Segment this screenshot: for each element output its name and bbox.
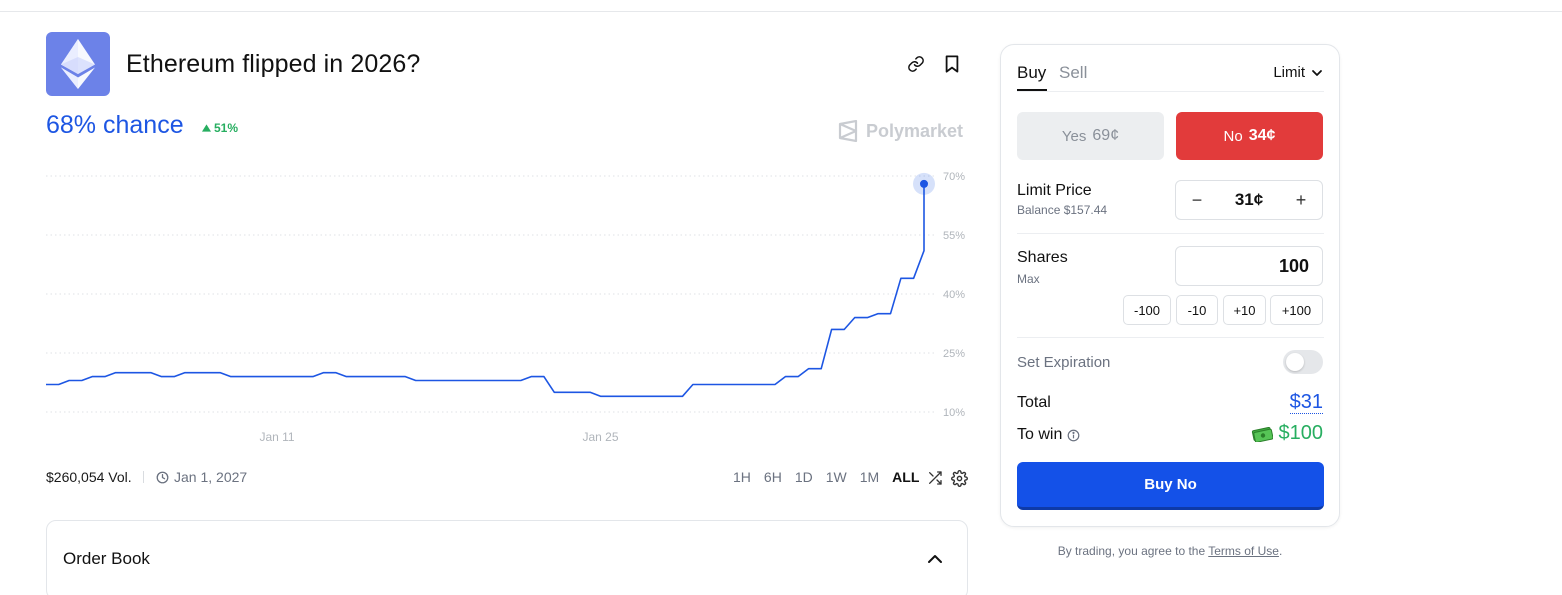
money-icon (1251, 426, 1273, 442)
terms-prefix: By trading, you agree to the (1057, 544, 1209, 558)
clock-icon (156, 471, 169, 483)
series-line (46, 183, 925, 398)
outcome-no-label: No (1223, 127, 1243, 145)
balance-text: Balance $157.44 (1017, 203, 1108, 217)
x-tick-label: Jan 25 (583, 430, 619, 444)
terms-suffix: . (1278, 544, 1283, 558)
polymarket-logo-icon (838, 120, 858, 142)
y-tick-label: 10% (943, 407, 965, 419)
order-book-panel[interactable]: Order Book (46, 520, 968, 595)
limit-price-value[interactable]: 31¢ (1234, 190, 1264, 209)
outcome-yes-price: 69¢ (1092, 127, 1120, 144)
buy-no-button[interactable]: Buy No (1017, 462, 1324, 510)
chevron-up-icon[interactable] (925, 549, 945, 569)
chart-settings-button[interactable] (950, 469, 968, 487)
polymarket-watermark: Polymarket (838, 120, 963, 142)
expiration-toggle[interactable] (1283, 350, 1323, 374)
range-1m[interactable]: 1M (859, 469, 880, 485)
chance-percent: 68% chance (46, 111, 184, 139)
chance-delta: 51% (202, 121, 238, 135)
trade-panel: Buy Sell Limit Yes 69¢ No 34¢ Limit Pric… (1000, 44, 1340, 527)
copy-link-button[interactable] (905, 53, 927, 75)
decrement-button[interactable]: − (1191, 189, 1203, 210)
shares-label: Shares (1017, 249, 1068, 266)
shares-max-link[interactable]: Max (1017, 272, 1040, 286)
limit-price-stepper: − 31¢ + (1175, 180, 1323, 220)
shares-divider (1017, 337, 1324, 338)
limit-price-label: Limit Price (1017, 182, 1092, 199)
link-icon (908, 56, 924, 72)
top-divider (0, 11, 1562, 12)
shares-input[interactable] (1175, 246, 1323, 286)
increment-button[interactable]: + (1295, 189, 1307, 210)
outcome-yes-button[interactable]: Yes 69¢ (1017, 112, 1164, 160)
total-label: Total (1017, 394, 1051, 411)
shares-plus-10-button[interactable]: +10 (1223, 295, 1266, 325)
volume-text: $260,054 Vol. (46, 469, 132, 485)
bookmark-icon (945, 55, 959, 73)
outcome-no-price: 34¢ (1248, 127, 1276, 144)
toggle-knob (1286, 353, 1304, 371)
gear-icon (950, 469, 968, 487)
bookmark-button[interactable] (941, 53, 963, 75)
tabs-divider (1017, 91, 1324, 92)
limit-divider (1017, 233, 1324, 234)
range-1w[interactable]: 1W (825, 469, 847, 485)
range-6h[interactable]: 6H (763, 469, 782, 485)
y-tick-label: 25% (943, 348, 965, 360)
to-win-label: To win (1017, 426, 1063, 443)
y-tick-label: 70% (943, 171, 965, 183)
terms-of-use-link[interactable]: Terms of Use (1208, 544, 1279, 558)
y-tick-label: 40% (943, 289, 965, 301)
triangle-up-icon (202, 124, 211, 132)
stats-separator (143, 471, 144, 483)
ethereum-logo-icon (46, 32, 110, 96)
end-date-text: Jan 1, 2027 (174, 469, 248, 485)
info-icon[interactable] (1067, 429, 1080, 442)
price-chart[interactable]: 70% 55% 40% 25% 10% Jan 11 Jan 25 (0, 160, 980, 450)
x-tick-label: Jan 11 (259, 430, 294, 444)
to-win-value-row: $100 (1251, 422, 1324, 445)
outcome-no-button[interactable]: No 34¢ (1176, 112, 1323, 160)
to-win-value: $100 (1278, 422, 1324, 444)
tab-buy[interactable]: Buy (1017, 63, 1047, 82)
time-range-selector: 1H 6H 1D 1W 1M ALL (733, 469, 932, 485)
chevron-down-icon (1312, 69, 1322, 76)
shares-minus-10-button[interactable]: -10 (1176, 295, 1218, 325)
tab-sell[interactable]: Sell (1059, 63, 1088, 82)
end-date: Jan 1, 2027 (156, 469, 247, 485)
order-book-title: Order Book (63, 549, 150, 568)
range-1h[interactable]: 1H (733, 469, 751, 485)
shares-minus-100-button[interactable]: -100 (1123, 295, 1171, 325)
to-win-row-label: To win (1017, 426, 1080, 444)
shuffle-icon (929, 471, 942, 485)
active-tab-indicator (1017, 89, 1047, 91)
order-type-label: Limit (1273, 64, 1305, 81)
chance-delta-value: 51% (214, 121, 239, 135)
y-tick-label: 55% (943, 230, 965, 242)
total-value[interactable]: $31 (1289, 391, 1323, 414)
range-1d[interactable]: 1D (794, 469, 813, 485)
outcome-yes-label: Yes (1061, 127, 1087, 145)
current-point (920, 179, 928, 188)
shares-plus-100-button[interactable]: +100 (1270, 295, 1323, 325)
order-type-dropdown[interactable]: Limit (1273, 64, 1323, 81)
expiration-label: Set Expiration (1017, 354, 1111, 371)
terms-notice: By trading, you agree to the Terms of Us… (1000, 544, 1340, 558)
shuffle-button[interactable] (926, 469, 944, 487)
market-title: Ethereum flipped in 2026? (126, 50, 421, 78)
watermark-text: Polymarket (866, 120, 964, 141)
range-all[interactable]: ALL (892, 469, 920, 485)
